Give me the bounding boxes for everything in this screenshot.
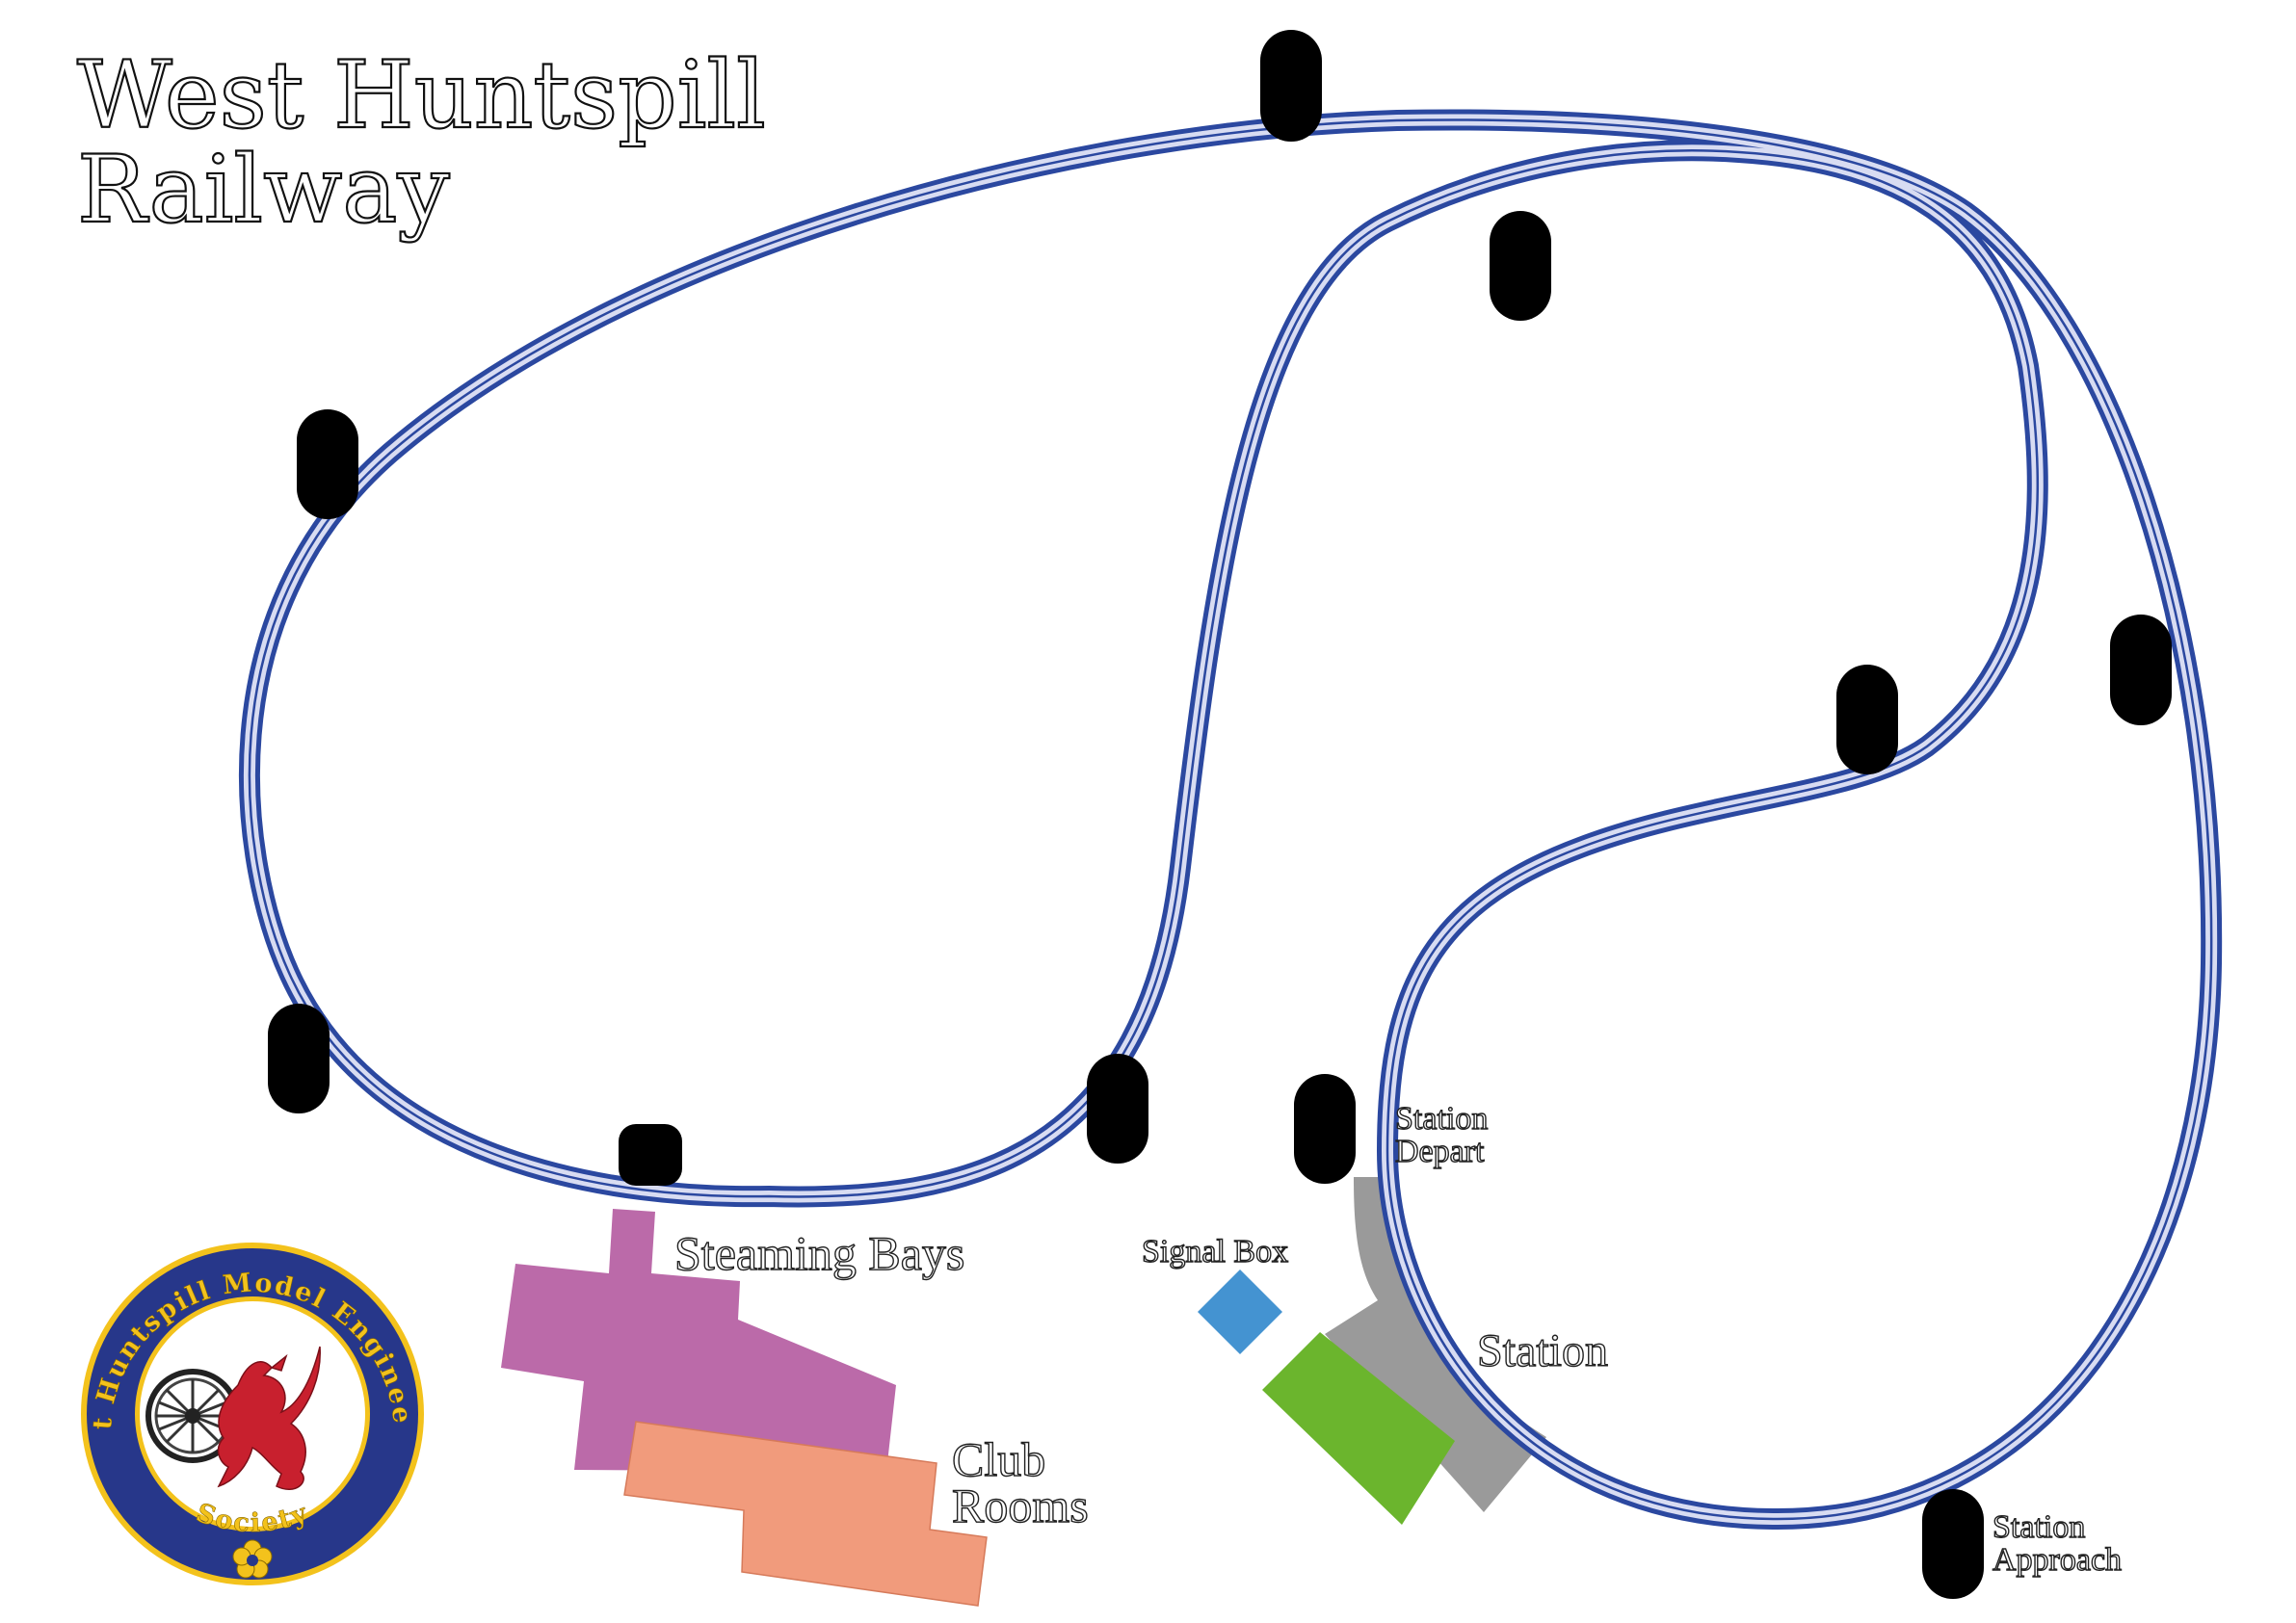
society-logo[interactable]: West Huntspill Model Engineering Society bbox=[81, 1243, 424, 1585]
title-line-2: Railway bbox=[77, 136, 450, 244]
signal-box-label: Signal Box bbox=[1142, 1234, 1288, 1270]
flower-icon bbox=[232, 1539, 273, 1579]
signal-markers bbox=[268, 30, 2172, 1599]
station-approach-label-line-2: Approach bbox=[1993, 1542, 2122, 1578]
station-depart-label-line-1: Station bbox=[1395, 1101, 1488, 1137]
signal-marker[interactable] bbox=[1490, 211, 1551, 321]
club-rooms-label-line-1: Club bbox=[952, 1432, 1045, 1486]
station-depart-label-line-2: Depart bbox=[1395, 1134, 1485, 1169]
map-title: West Huntspill Railway bbox=[76, 40, 767, 245]
title-line-1: West Huntspill bbox=[77, 41, 766, 149]
signal-box-shape bbox=[1198, 1270, 1282, 1354]
signal-marker[interactable] bbox=[2110, 615, 2172, 725]
club-rooms-label-line-2: Rooms bbox=[952, 1479, 1089, 1532]
signal-marker[interactable] bbox=[619, 1124, 682, 1186]
signal-marker[interactable] bbox=[268, 1004, 330, 1113]
steaming-bays-label: Steaming Bays bbox=[674, 1226, 964, 1280]
club-rooms-shape bbox=[623, 1421, 988, 1607]
signal-box[interactable] bbox=[1198, 1270, 1282, 1354]
outer-loop-track bbox=[238, 109, 2223, 1531]
signal-marker[interactable] bbox=[1294, 1074, 1356, 1184]
signal-marker[interactable] bbox=[297, 409, 358, 519]
station-approach-label-line-1: Station bbox=[1993, 1509, 2085, 1545]
logo-text-bottom: Society bbox=[192, 1498, 312, 1538]
station-building-shape bbox=[1262, 1332, 1455, 1525]
signal-marker[interactable] bbox=[1922, 1489, 1984, 1599]
dragon-icon bbox=[217, 1346, 321, 1491]
place-labels: Steaming Bays Club Rooms Signal Box Stat… bbox=[673, 1100, 2122, 1578]
signal-marker[interactable] bbox=[1087, 1054, 1148, 1164]
club-rooms-building[interactable] bbox=[623, 1421, 988, 1607]
signal-marker[interactable] bbox=[1260, 30, 1322, 142]
steaming-bays-shape bbox=[501, 1209, 896, 1472]
steaming-bays-building[interactable] bbox=[501, 1209, 896, 1472]
station-building[interactable] bbox=[1262, 1332, 1455, 1525]
signal-marker[interactable] bbox=[1836, 665, 1898, 774]
station-label: Station bbox=[1477, 1325, 1608, 1376]
